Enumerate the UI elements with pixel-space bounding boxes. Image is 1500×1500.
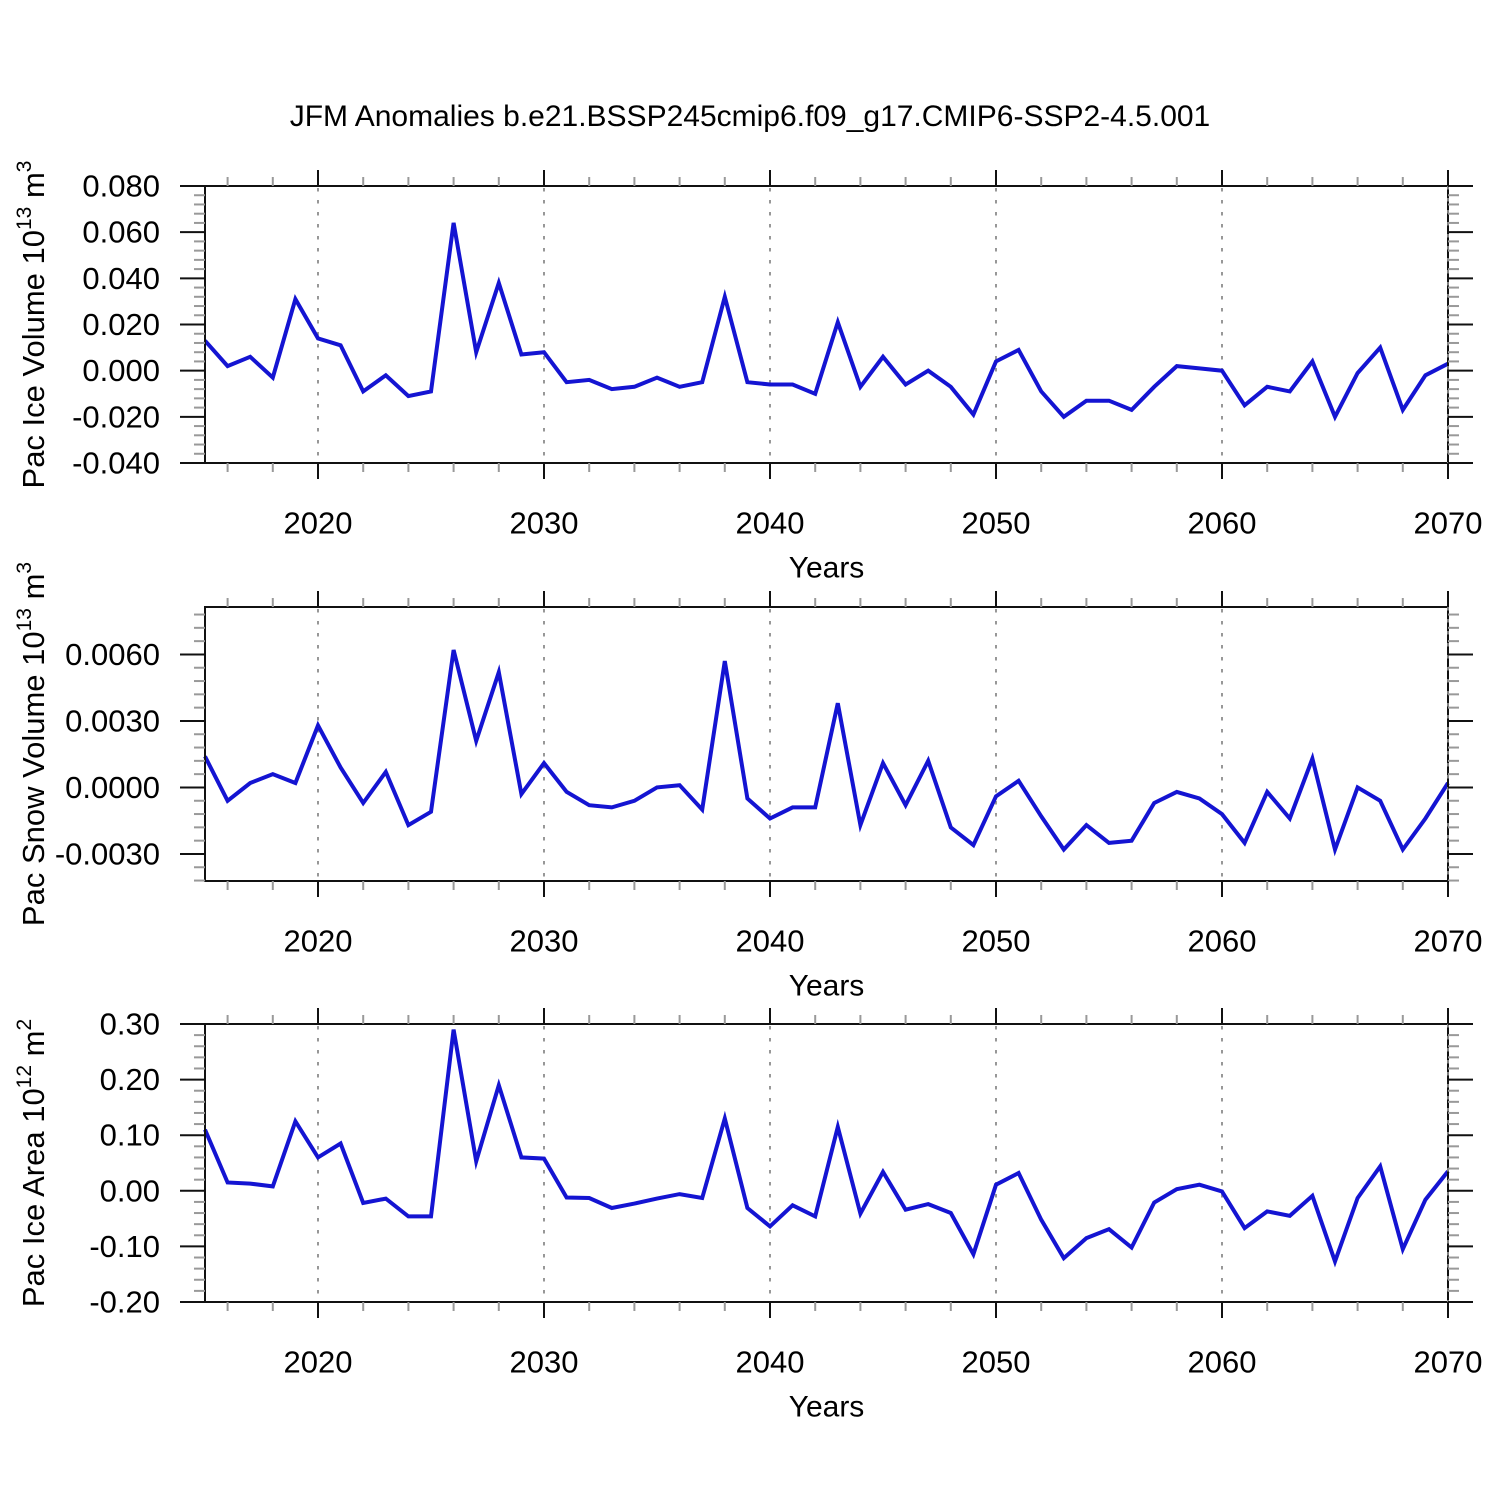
x-tick-label: 2030 bbox=[510, 506, 579, 541]
y-tick-label: 0.00 bbox=[100, 1173, 160, 1208]
y-tick-label: -0.040 bbox=[72, 446, 160, 481]
x-axis-title: Years bbox=[789, 970, 865, 1003]
y-tick-label: -0.20 bbox=[89, 1285, 160, 1320]
x-tick-label: 2030 bbox=[510, 924, 579, 959]
y-tick-label: 0.080 bbox=[82, 169, 160, 204]
y-tick-label: 0.020 bbox=[82, 307, 160, 342]
axis-frame bbox=[204, 606, 1449, 882]
y-tick-label: 0.0060 bbox=[65, 637, 160, 672]
axis-frame bbox=[204, 185, 1449, 464]
data-line bbox=[203, 222, 1449, 422]
y-tick-label: 0.30 bbox=[100, 1007, 160, 1042]
x-tick-label: 2060 bbox=[1188, 1345, 1257, 1380]
panel-1: 0.0060 0.0030 0.0000 -0.0030 2020 2030 2040 205… bbox=[13, 562, 1482, 1003]
y-tick-label: 0.0000 bbox=[65, 770, 160, 805]
data-line bbox=[203, 649, 1450, 857]
x-tick-label: 2060 bbox=[1188, 506, 1257, 541]
y-tick-label: 0.040 bbox=[82, 261, 160, 296]
x-tick-label: 2040 bbox=[736, 506, 805, 541]
x-tick-label: 2020 bbox=[284, 506, 353, 541]
y-tick-label: -0.0030 bbox=[55, 836, 160, 871]
x-tick-label: 2040 bbox=[736, 924, 805, 959]
y-tick-label: 0.10 bbox=[100, 1118, 160, 1153]
x-tick-label: 2050 bbox=[962, 924, 1031, 959]
axis-frame bbox=[204, 1023, 1449, 1303]
x-tick-label: 2020 bbox=[284, 924, 353, 959]
x-tick-label: 2070 bbox=[1414, 1345, 1483, 1380]
chart-title: JFM Anomalies b.e21.BSSP245cmip6.f09_g17… bbox=[289, 100, 1211, 133]
x-tick-label: 2020 bbox=[284, 1345, 353, 1380]
x-tick-label: 2070 bbox=[1414, 506, 1483, 541]
x-axis-title: Years bbox=[789, 1391, 865, 1424]
x-tick-label: 2070 bbox=[1414, 924, 1483, 959]
y-tick-label: -0.020 bbox=[72, 399, 160, 434]
y-axis-title: Pac Snow Volume 1013​ m3​ bbox=[13, 562, 51, 926]
x-tick-label: 2030 bbox=[510, 1345, 579, 1380]
data-line bbox=[203, 1029, 1450, 1268]
y-axis-title: Pac Ice Volume 1013​ m3​ bbox=[13, 161, 51, 489]
y-tick-label: -0.10 bbox=[89, 1229, 160, 1264]
y-tick-label: 0.000 bbox=[82, 353, 160, 388]
x-tick-label: 2050 bbox=[962, 1345, 1031, 1380]
x-tick-label: 2060 bbox=[1188, 924, 1257, 959]
panel-2: 0.30 0.20 0.10 0.00 -0.10 -0.20 2020 2030 2040 20… bbox=[13, 1007, 1482, 1424]
x-tick-label: 2050 bbox=[962, 506, 1031, 541]
x-axis-title: Years bbox=[789, 552, 865, 585]
y-axis-title: Pac Ice Area 1012​ m2​ bbox=[13, 1019, 51, 1307]
y-tick-label: 0.0030 bbox=[65, 703, 160, 738]
panel-0: 0.080 0.060 0.040 0.020 0.000 -0.020 -0.040 202… bbox=[13, 161, 1482, 585]
y-tick-label: 0.060 bbox=[82, 215, 160, 250]
x-tick-label: 2040 bbox=[736, 1345, 805, 1380]
y-tick-label: 0.20 bbox=[100, 1062, 160, 1097]
